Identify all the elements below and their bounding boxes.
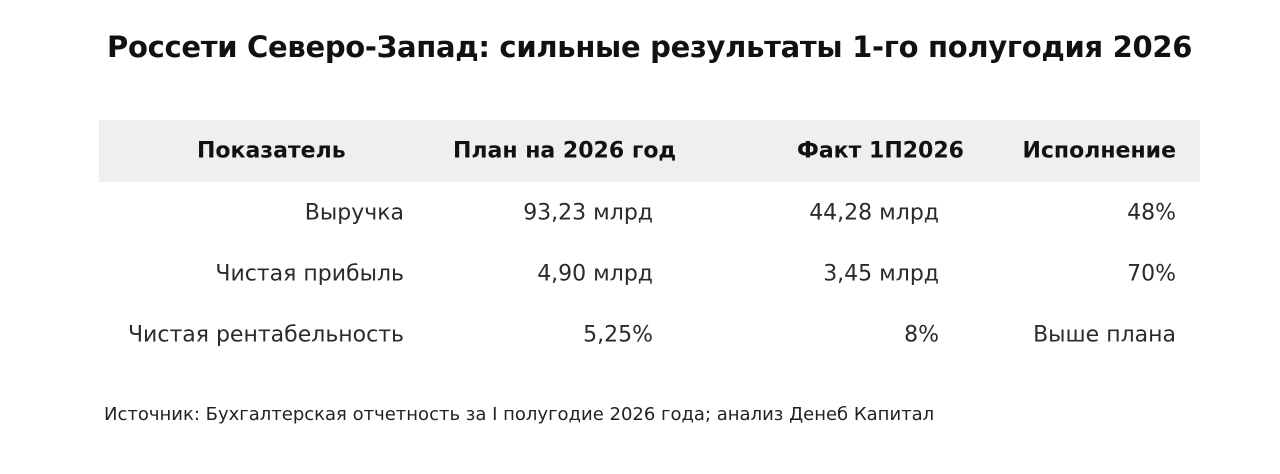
fact-cell: 8% — [904, 322, 939, 347]
table-row: Выручка 93,23 млрд 44,28 млрд 48% — [99, 182, 1200, 243]
execution-cell: 70% — [1127, 261, 1176, 286]
table-row: Чистая прибыль 4,90 млрд 3,45 млрд 70% — [99, 243, 1200, 304]
table-body: Выручка 93,23 млрд 44,28 млрд 48% Чистая… — [99, 182, 1200, 365]
indicator-cell: Выручка — [304, 200, 404, 225]
page-title: Россети Северо-Запад: сильные результаты… — [107, 30, 1193, 64]
indicator-cell: Чистая рентабельность — [127, 322, 404, 347]
indicator-cell: Чистая прибыль — [215, 261, 404, 286]
results-table: Показатель План на 2026 год Факт 1П2026 … — [99, 120, 1200, 365]
fact-cell: 44,28 млрд — [809, 200, 939, 225]
table-header: Показатель План на 2026 год Факт 1П2026 … — [99, 120, 1200, 182]
column-header-execution: Исполнение — [1022, 138, 1176, 164]
source-note: Источник: Бухгалтерская отчетность за I … — [104, 404, 935, 425]
plan-cell: 5,25% — [583, 322, 653, 347]
execution-cell: Выше плана — [1033, 322, 1176, 347]
plan-cell: 93,23 млрд — [523, 200, 653, 225]
plan-cell: 4,90 млрд — [537, 261, 653, 286]
table-row: Чистая рентабельность 5,25% 8% Выше план… — [99, 304, 1200, 365]
column-header-plan: План на 2026 год — [453, 138, 677, 164]
fact-cell: 3,45 млрд — [823, 261, 939, 286]
column-header-indicator: Показатель — [197, 138, 346, 164]
execution-cell: 48% — [1127, 200, 1176, 225]
column-header-fact: Факт 1П2026 — [797, 138, 964, 164]
